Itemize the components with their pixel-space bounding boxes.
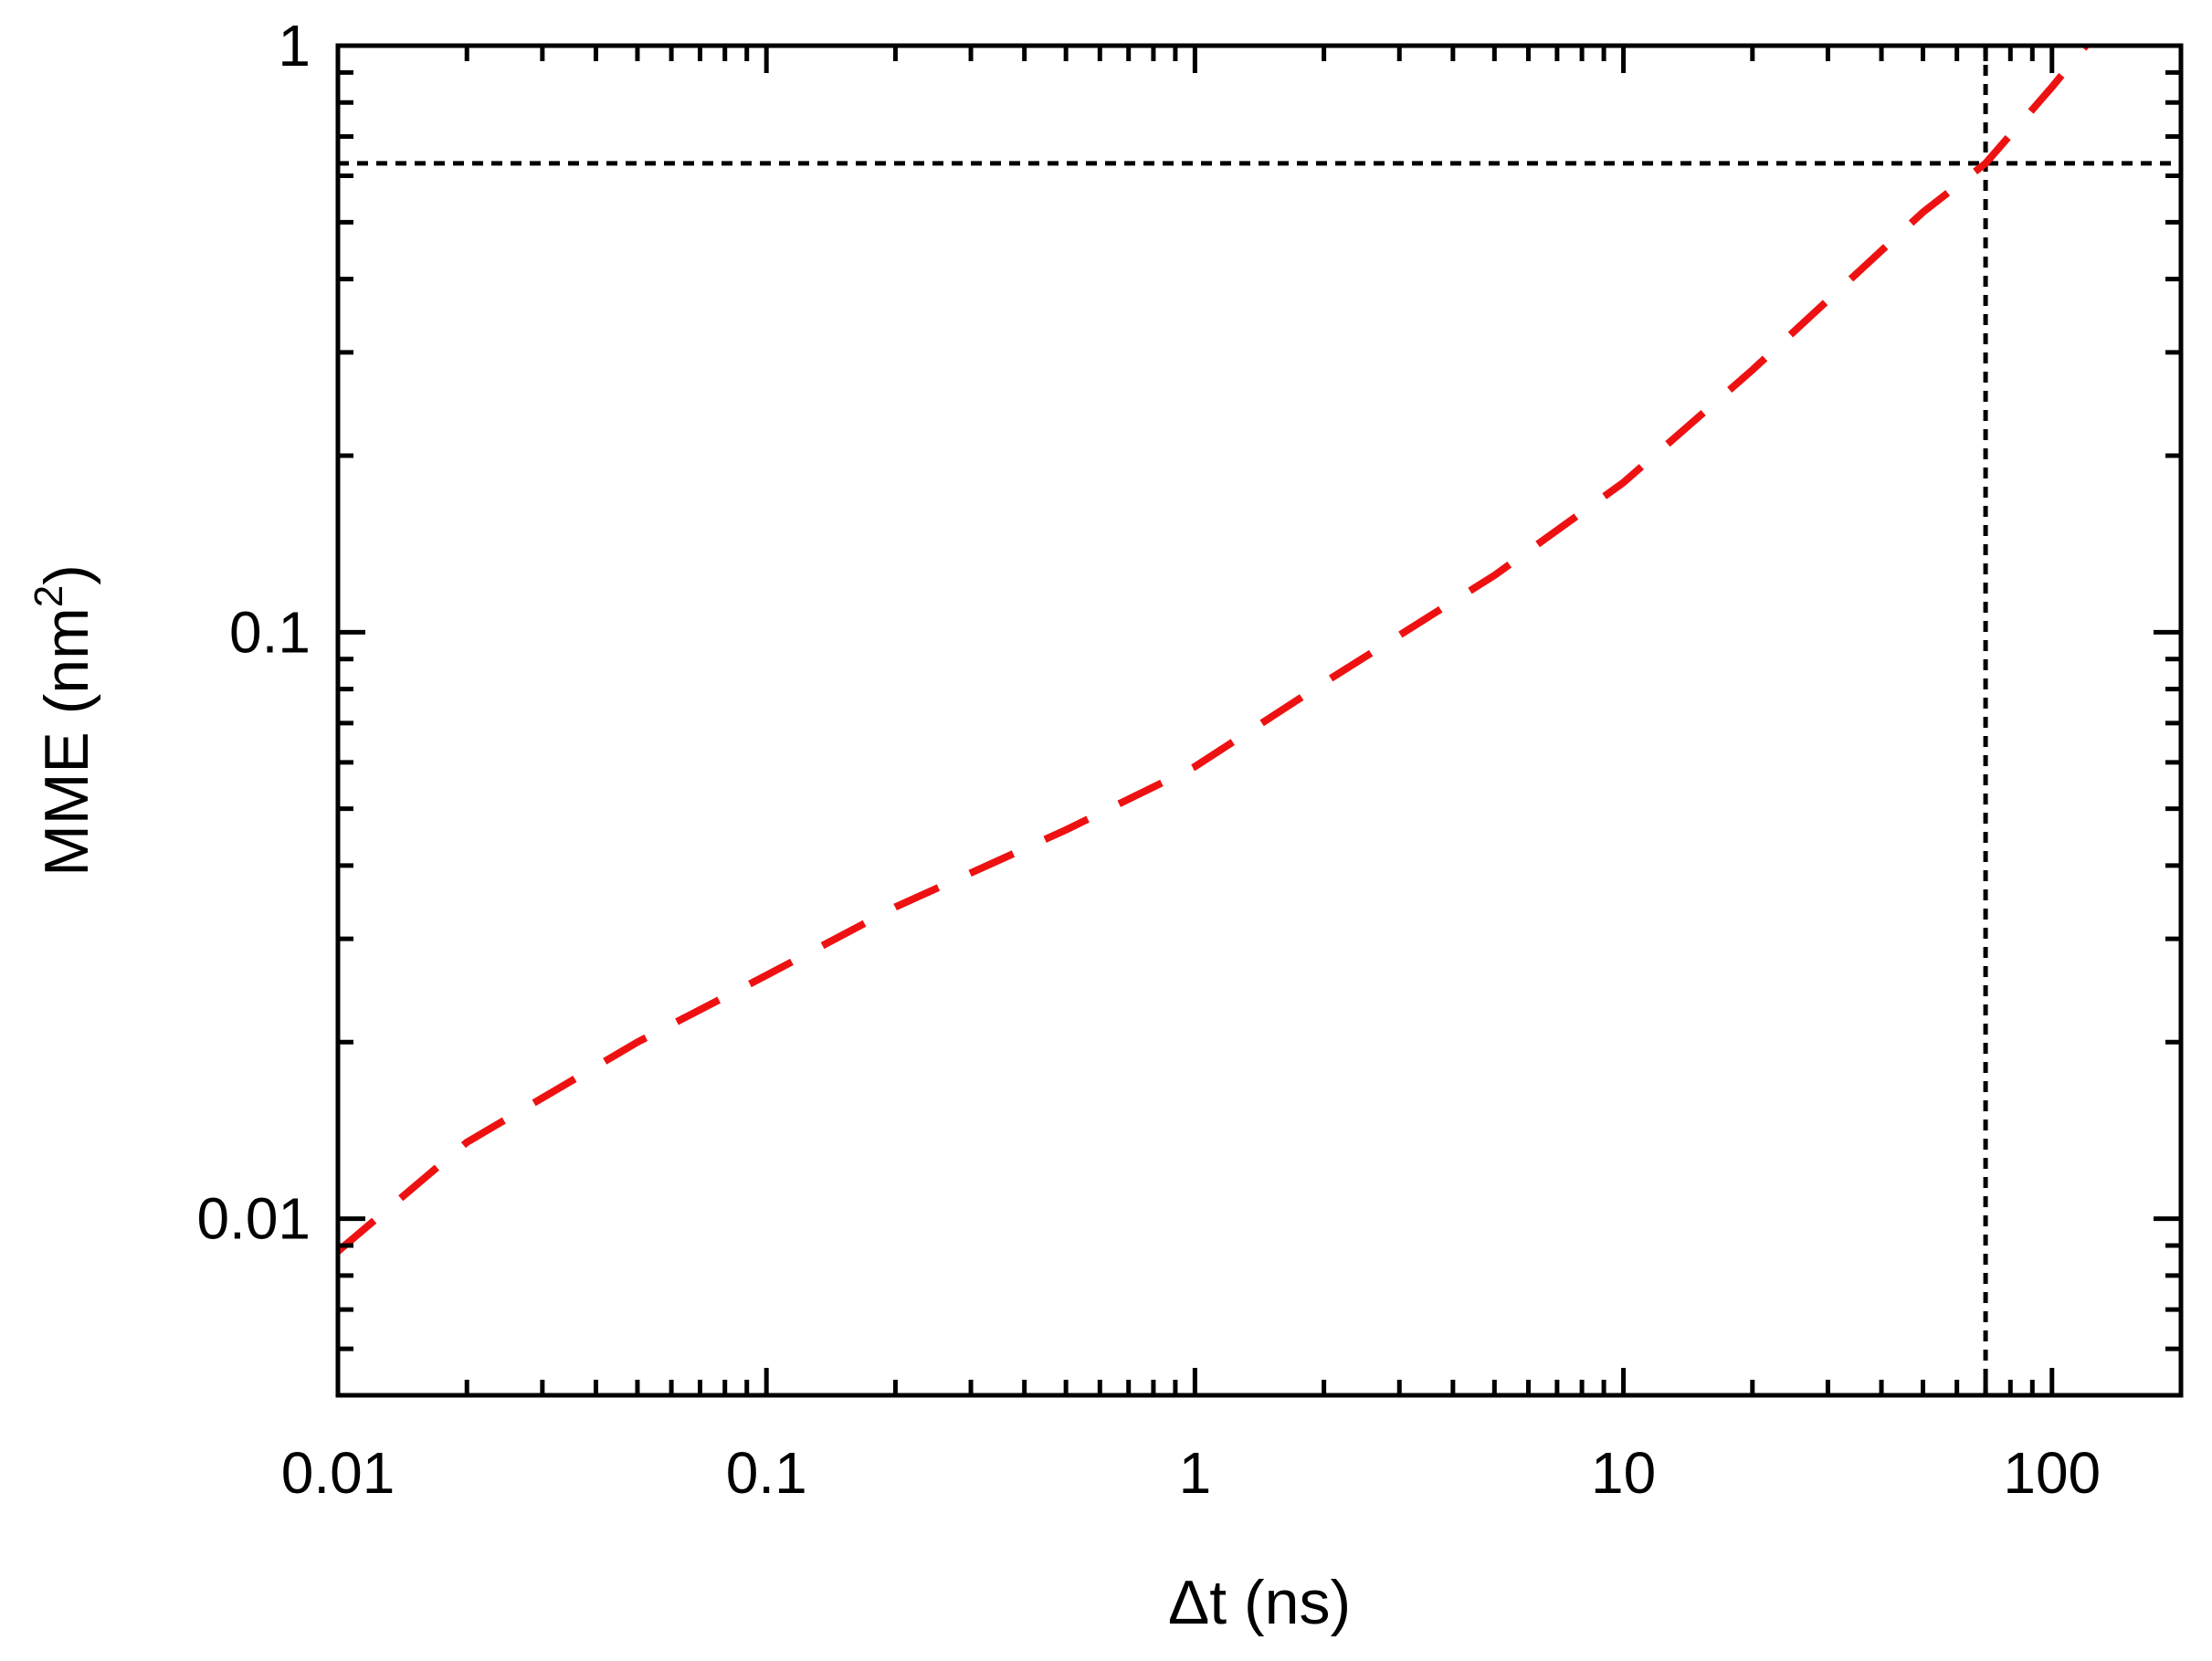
y-tick-label: 1 xyxy=(278,13,311,79)
x-tick-label: 0.1 xyxy=(726,1440,807,1506)
y-axis-title: MME (nm2) xyxy=(26,564,101,877)
x-tick-label: 1 xyxy=(1179,1440,1212,1506)
series-layer xyxy=(338,46,2089,1255)
y-tick-label: 0.01 xyxy=(196,1186,311,1252)
reference-lines xyxy=(338,46,2181,1395)
y-axis-title-main: MME (nm xyxy=(32,607,101,877)
y-tick-label: 0.1 xyxy=(229,599,311,665)
tick-labels: 0.01 0.1 1 10 100 0.01 0.1 1 xyxy=(196,13,2101,1506)
x-tick-label: 0.01 xyxy=(281,1440,395,1506)
plot-frame xyxy=(335,43,2184,1398)
x-tick-label: 100 xyxy=(2003,1440,2101,1506)
x-axis-title: Δt (ns) xyxy=(1168,1568,1351,1637)
x-tick-label: 10 xyxy=(1591,1440,1656,1506)
y-axis-title-close: ) xyxy=(32,564,101,585)
series-line-0 xyxy=(338,46,2089,1255)
y-axis-title-sup: 2 xyxy=(26,585,71,607)
ticks-layer xyxy=(335,43,2184,1398)
